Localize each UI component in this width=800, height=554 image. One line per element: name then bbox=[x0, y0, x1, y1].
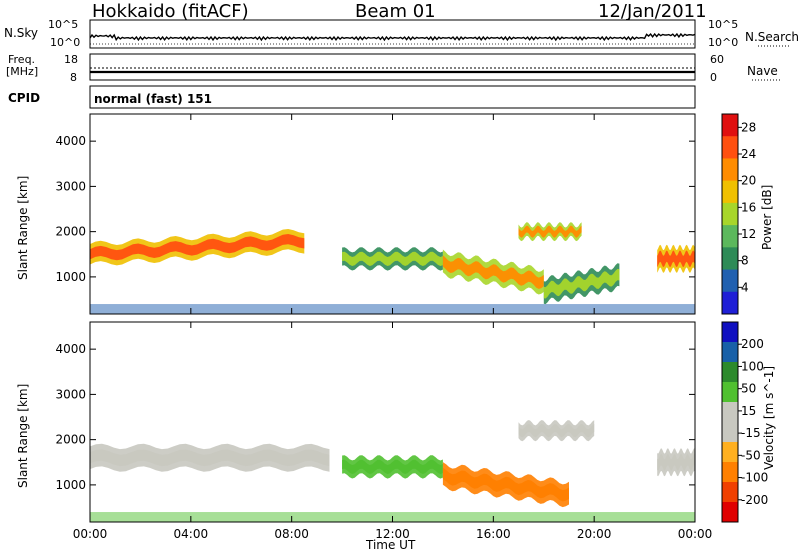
power-band-core-1 bbox=[342, 251, 443, 266]
velocity-colorbar-segment-7 bbox=[722, 462, 738, 483]
nsearch-tick-high: 10^5 bbox=[708, 18, 739, 31]
velocity-colorbar-label-4: -15 bbox=[741, 426, 761, 440]
power-colorbar-segment-2 bbox=[722, 158, 738, 182]
velocity-band-core-0 bbox=[90, 449, 330, 467]
freq-tick-high: 18 bbox=[64, 53, 78, 66]
power-colorbar-label-0: 4 bbox=[741, 280, 749, 294]
nave-tick-high: 60 bbox=[710, 53, 724, 66]
power-band-core-3 bbox=[518, 225, 582, 238]
x-tick-label-0: 00:00 bbox=[73, 527, 108, 541]
power-band-core-5 bbox=[657, 250, 695, 268]
cpid-panel-frame bbox=[89, 85, 696, 109]
power-colorbar-label-2: 12 bbox=[741, 227, 756, 241]
nsky-tick-high: 10^5 bbox=[48, 18, 79, 31]
power-colorbar-segment-5 bbox=[722, 225, 738, 248]
power-colorbar-label-5: 24 bbox=[741, 147, 756, 161]
power-ytick-label-2: 3000 bbox=[55, 179, 86, 193]
velocity-colorbar-label-5: -50 bbox=[741, 448, 761, 462]
cpid-label: CPID bbox=[8, 91, 41, 105]
nsearch-tick-low: 10^0 bbox=[708, 36, 739, 49]
velocity-colorbar-segment-9 bbox=[722, 502, 738, 523]
power-band-core-2 bbox=[442, 255, 544, 289]
x-axis-label: Time UT bbox=[366, 538, 416, 552]
nsearch-label: N.Search bbox=[745, 30, 800, 44]
velocity-colorbar-segment-1 bbox=[722, 342, 738, 363]
station-title: Hokkaido (fitACF) bbox=[92, 1, 249, 22]
velocity-colorbar-segment-5 bbox=[722, 422, 738, 443]
x-tick-label-1: 04:00 bbox=[174, 527, 209, 541]
power-band-core-0 bbox=[90, 234, 305, 261]
velocity-colorbar-label-6: -100 bbox=[741, 471, 768, 485]
velocity-band-core-4 bbox=[657, 453, 695, 471]
velocity-colorbar-segment-0 bbox=[722, 322, 738, 343]
beam-title: Beam 01 bbox=[355, 1, 436, 22]
nsky-label: N.Sky bbox=[4, 26, 39, 40]
power-ytick-label-1: 2000 bbox=[55, 225, 86, 239]
power-ytick-label-0: 1000 bbox=[55, 270, 86, 284]
x-tick-label-3: 12:00 bbox=[375, 527, 410, 541]
freq-panel-frame bbox=[89, 53, 696, 81]
freq-label-line2: [MHz] bbox=[6, 65, 39, 78]
x-tick-label-4: 16:00 bbox=[476, 527, 511, 541]
power-colorbar-segment-4 bbox=[722, 202, 738, 226]
velocity-colorbar-segment-3 bbox=[722, 382, 738, 403]
date-title: 12/Jan/2011 bbox=[598, 1, 707, 22]
freq-label-line1: Freq. bbox=[8, 53, 36, 66]
power-band-core-4 bbox=[543, 268, 620, 299]
velocity-ytick-label-0: 1000 bbox=[55, 478, 86, 492]
power-colorbar-segment-3 bbox=[722, 180, 738, 204]
power-colorbar-segment-6 bbox=[722, 247, 738, 271]
power-colorbar-label-4: 20 bbox=[741, 174, 756, 188]
velocity-colorbar-label-1: 100 bbox=[741, 359, 764, 373]
nave-label: Nave bbox=[747, 64, 778, 78]
nsky-panel-frame bbox=[89, 19, 696, 49]
velocity-colorbar-segment-8 bbox=[722, 482, 738, 503]
velocity-ytick-label-2: 3000 bbox=[55, 387, 86, 401]
velocity-ytick-label-1: 2000 bbox=[55, 433, 86, 447]
cpid-value: normal (fast) 151 bbox=[94, 92, 212, 106]
velocity-ytick-label-3: 4000 bbox=[55, 342, 86, 356]
power-colorbar-label-3: 16 bbox=[741, 200, 756, 214]
nsky-series-line bbox=[89, 32, 696, 42]
velocity-colorbar-label-0: 200 bbox=[741, 337, 764, 351]
velocity-colorbar-frame bbox=[721, 321, 739, 523]
power-colorbar-segment-7 bbox=[722, 269, 738, 293]
power-colorbar-segment-1 bbox=[722, 136, 738, 159]
velocity-colorbar-segment-4 bbox=[722, 402, 738, 423]
power-colorbar-label-6: 28 bbox=[741, 120, 756, 134]
velocity-colorbar-segment-2 bbox=[722, 362, 738, 383]
velocity-colorbar-segment-6 bbox=[722, 442, 738, 463]
velocity-colorbar-label-7: -200 bbox=[741, 493, 768, 507]
nsky-tick-low: 10^0 bbox=[50, 36, 81, 49]
nave-tick-low: 0 bbox=[710, 71, 717, 84]
velocity-plot-background bbox=[90, 322, 695, 522]
power-colorbar-frame bbox=[721, 113, 739, 315]
power-colorbar-segment-8 bbox=[722, 291, 738, 315]
freq-tick-low: 8 bbox=[70, 71, 77, 84]
x-tick-label-5: 20:00 bbox=[577, 527, 612, 541]
power-colorbar-segment-0 bbox=[722, 114, 738, 137]
velocity-band-core-3 bbox=[518, 424, 595, 438]
power-ytick-label-3: 4000 bbox=[55, 134, 86, 148]
velocity-band-core-2 bbox=[442, 467, 569, 502]
power-colorbar-label-1: 8 bbox=[741, 254, 749, 268]
velocity-colorbar-label-3: 15 bbox=[741, 404, 756, 418]
velocity-band-core-1 bbox=[342, 459, 443, 474]
x-tick-label-2: 08:00 bbox=[274, 527, 309, 541]
x-tick-label-6: 00:00 bbox=[678, 527, 713, 541]
velocity-colorbar-label-2: 50 bbox=[741, 382, 756, 396]
